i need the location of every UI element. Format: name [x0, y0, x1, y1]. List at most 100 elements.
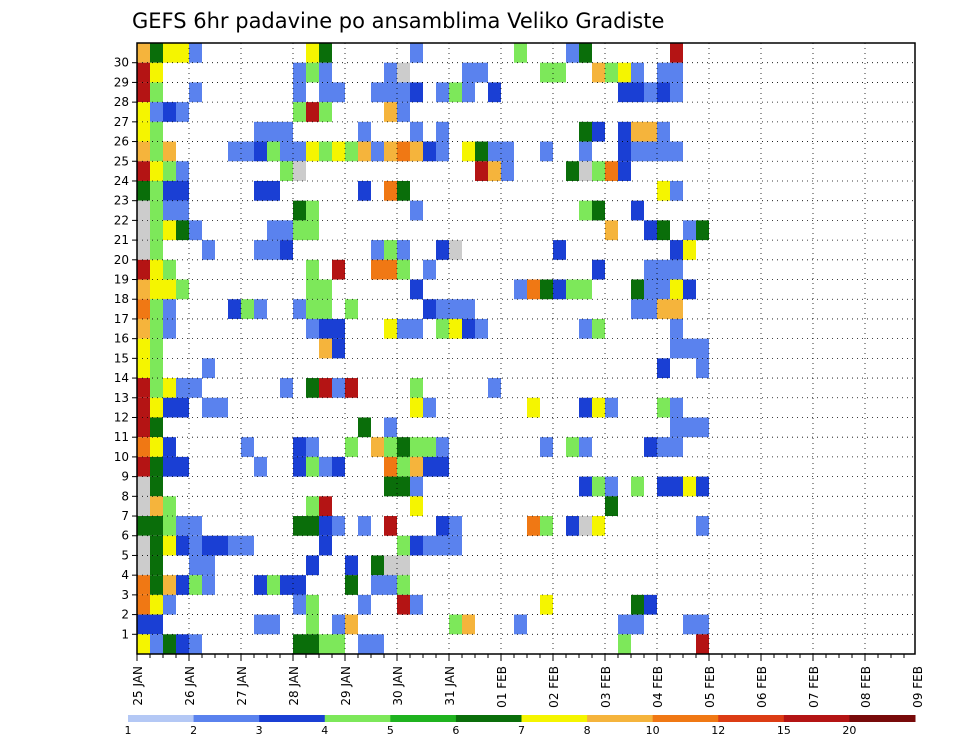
heatmap-cell — [189, 535, 202, 556]
heatmap-cell — [254, 180, 267, 201]
heatmap-cell — [176, 200, 189, 221]
heatmap-cell — [631, 476, 644, 497]
heatmap-cell — [631, 62, 644, 83]
heatmap-cell — [436, 82, 449, 103]
heatmap-cell — [150, 594, 163, 615]
heatmap-cell — [254, 614, 267, 635]
heatmap-cell — [202, 358, 215, 379]
heatmap-cell — [150, 476, 163, 497]
heatmap-cell — [579, 476, 592, 497]
colorbar-swatch — [783, 715, 850, 722]
heatmap-cell — [150, 437, 163, 457]
colorbar-swatch — [324, 715, 391, 722]
heatmap-cell — [410, 200, 423, 221]
colorbar-label: 8 — [584, 724, 591, 737]
heatmap-cell — [319, 338, 332, 359]
heatmap-cell — [176, 180, 189, 201]
heatmap-cell — [644, 220, 657, 241]
heatmap-cell — [163, 161, 176, 181]
heatmap-cell — [410, 318, 423, 339]
heatmap-cell — [449, 299, 462, 319]
heatmap-cell — [150, 62, 163, 83]
heatmap-cell — [410, 279, 423, 300]
y-tick-label: 21 — [114, 233, 129, 247]
heatmap-cell — [319, 102, 332, 122]
heatmap-cell — [137, 141, 150, 162]
heatmap-cell — [319, 318, 332, 339]
heatmap-cell — [605, 62, 618, 83]
heatmap-cell — [540, 516, 553, 536]
y-tick-label: 11 — [114, 430, 129, 444]
heatmap-cell — [137, 614, 150, 635]
heatmap-cell — [163, 535, 176, 556]
heatmap-cell — [644, 82, 657, 103]
heatmap-cell — [150, 456, 163, 477]
heatmap-cell — [137, 82, 150, 103]
y-tick-label: 29 — [114, 75, 129, 89]
heatmap-cell — [163, 259, 176, 280]
heatmap-cell — [592, 200, 605, 221]
heatmap-cell — [579, 397, 592, 418]
heatmap-cell — [137, 378, 150, 398]
heatmap-cell — [163, 397, 176, 418]
heatmap-cell — [579, 200, 592, 221]
heatmap-cell — [176, 516, 189, 536]
heatmap-cell — [150, 555, 163, 576]
heatmap-cell — [592, 259, 605, 280]
heatmap-cell — [410, 121, 423, 142]
heatmap-cell — [683, 240, 696, 260]
colorbar-label: 4 — [321, 724, 328, 737]
heatmap-cell — [176, 378, 189, 398]
heatmap-cell — [410, 397, 423, 418]
heatmap-cell — [358, 141, 371, 162]
heatmap-cell — [371, 634, 384, 654]
heatmap-cell — [384, 437, 397, 457]
heatmap-cell — [449, 516, 462, 536]
heatmap-cell — [332, 456, 345, 477]
colorbar-label: 6 — [452, 724, 459, 737]
heatmap-cell — [644, 594, 657, 615]
heatmap-cell — [618, 161, 631, 181]
heatmap-cell — [150, 299, 163, 319]
plot-frame — [136, 42, 916, 655]
heatmap-cell — [150, 180, 163, 201]
heatmap-cell — [332, 378, 345, 398]
heatmap-cell — [436, 121, 449, 142]
heatmap-cell — [540, 279, 553, 300]
heatmap-cell — [163, 516, 176, 536]
heatmap-cell — [436, 437, 449, 457]
heatmap-cell — [150, 318, 163, 339]
heatmap-cell — [202, 575, 215, 595]
heatmap-cell — [150, 575, 163, 595]
heatmap-cell — [332, 318, 345, 339]
heatmap-cell — [306, 318, 319, 339]
y-tick-label: 15 — [114, 351, 129, 365]
heatmap-cell — [644, 437, 657, 457]
heatmap-cell — [696, 338, 709, 359]
heatmap-cell — [306, 614, 319, 635]
x-tick-label: 02 FEB — [547, 666, 561, 708]
x-axis: 25 JAN 26 JAN 27 JAN 28 JAN 29 JAN 30 JAN 31 J… — [131, 654, 925, 708]
heatmap-cell — [436, 535, 449, 556]
heatmap-cell — [241, 437, 254, 457]
colorbar-label: 1 — [125, 724, 132, 737]
colorbar-label: 12 — [711, 724, 725, 737]
heatmap-cell — [371, 82, 384, 103]
heatmap-cell — [631, 82, 644, 103]
heatmap-cell — [462, 62, 475, 83]
heatmap-cell — [293, 516, 306, 536]
heatmap-cell — [384, 417, 397, 438]
heatmap-cell — [631, 279, 644, 300]
heatmap-cell — [384, 102, 397, 122]
heatmap-cell — [137, 299, 150, 319]
heatmap-cell — [280, 378, 293, 398]
heatmap-cell — [319, 279, 332, 300]
x-tick-label: 03 FEB — [599, 666, 613, 708]
heatmap-cell — [384, 575, 397, 595]
colorbar-swatch — [849, 715, 916, 722]
heatmap-cell — [345, 614, 358, 635]
heatmap-cell — [514, 614, 527, 635]
heatmap-cell — [137, 555, 150, 576]
heatmap-cell — [371, 259, 384, 280]
heatmap-cell — [592, 397, 605, 418]
